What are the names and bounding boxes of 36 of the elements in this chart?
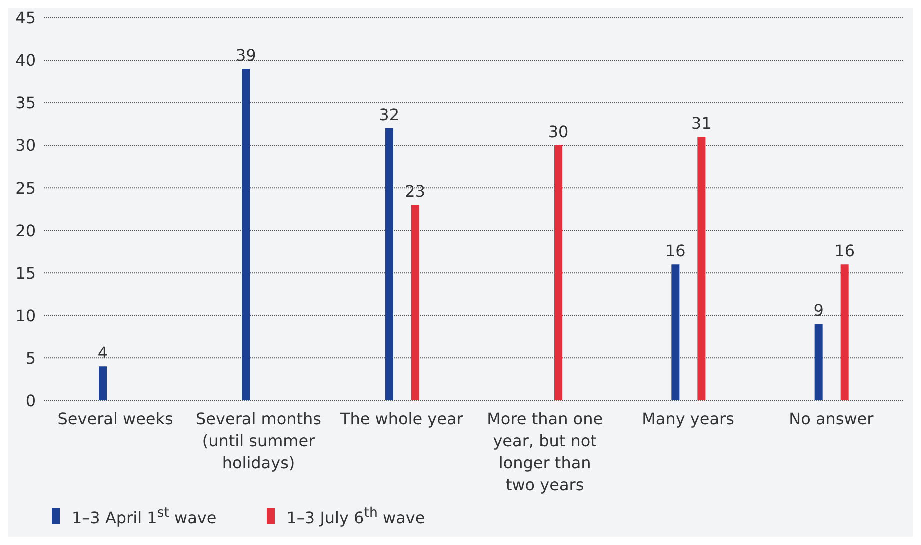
- y-tick-label: 20: [16, 221, 36, 240]
- bar: [99, 366, 107, 401]
- data-label: 31: [691, 114, 712, 134]
- bar: [840, 264, 849, 401]
- y-tick-label: 35: [16, 94, 36, 113]
- y-tick-label: 15: [16, 264, 36, 283]
- y-tick-label: 5: [26, 348, 36, 368]
- data-label: 4: [98, 344, 108, 363]
- y-tick-label: 10: [16, 306, 36, 326]
- y-tick-label: 45: [16, 8, 36, 28]
- data-label: 16: [834, 242, 856, 261]
- data-label: 16: [665, 242, 686, 261]
- legend-label: 1–3 April 1$^{st}$ wave: [72, 506, 217, 527]
- data-label: 9: [814, 301, 824, 320]
- y-tick-label: 0: [26, 391, 36, 410]
- bar: [242, 69, 250, 401]
- bar: [814, 324, 823, 401]
- x-tick-label: No answer: [789, 410, 874, 429]
- bar: [554, 146, 562, 401]
- bar: [385, 128, 394, 401]
- bar: [698, 137, 706, 401]
- x-tick-label: Several weeks: [58, 410, 174, 429]
- x-tick-label: The whole year: [339, 410, 464, 429]
- data-label: 32: [379, 106, 400, 125]
- data-label: 23: [405, 182, 426, 202]
- legend-label: 1–3 July 6$^{th}$ wave: [286, 506, 426, 527]
- bar: [411, 205, 420, 401]
- x-tick-label: More than one year, but not longer than two years: [487, 410, 604, 495]
- y-tick-label: 30: [16, 136, 36, 156]
- data-label: 39: [236, 46, 256, 66]
- x-tick-label: Many years: [642, 410, 734, 429]
- y-tick-label: 40: [16, 51, 36, 70]
- x-tick-label: Several months (until summer holidays): [196, 410, 322, 473]
- bar: [672, 264, 680, 401]
- y-tick-label: 25: [16, 178, 36, 198]
- data-label: 30: [548, 122, 569, 142]
